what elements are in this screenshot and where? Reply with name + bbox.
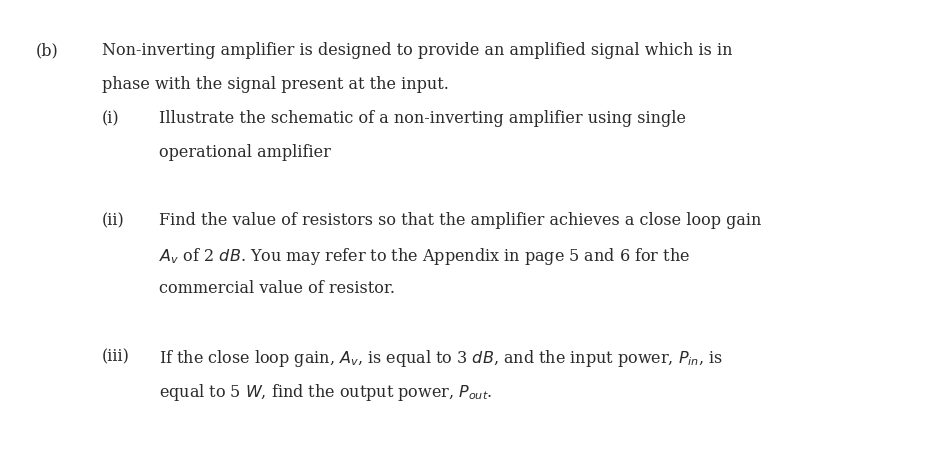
Text: equal to 5 $\mathit{W}$, find the output power, $P_{out}$.: equal to 5 $\mathit{W}$, find the output… — [159, 382, 492, 403]
Text: Non-inverting amplifier is designed to provide an amplified signal which is in: Non-inverting amplifier is designed to p… — [102, 42, 732, 59]
Text: (b): (b) — [36, 42, 59, 59]
Text: (ii): (ii) — [102, 212, 125, 229]
Text: (i): (i) — [102, 110, 120, 127]
Text: If the close loop gain, $A_v$, is equal to 3 $\mathit{dB}$, and the input power,: If the close loop gain, $A_v$, is equal … — [159, 348, 722, 369]
Text: commercial value of resistor.: commercial value of resistor. — [159, 280, 395, 297]
Text: Find the value of resistors so that the amplifier achieves a close loop gain: Find the value of resistors so that the … — [159, 212, 760, 229]
Text: phase with the signal present at the input.: phase with the signal present at the inp… — [102, 76, 448, 93]
Text: operational amplifier: operational amplifier — [159, 144, 330, 161]
Text: $A_v$ of 2 $\mathit{dB}$. You may refer to the Appendix in page 5 and 6 for the: $A_v$ of 2 $\mathit{dB}$. You may refer … — [159, 246, 689, 267]
Text: Illustrate the schematic of a non-inverting amplifier using single: Illustrate the schematic of a non-invert… — [159, 110, 685, 127]
Text: (iii): (iii) — [102, 348, 129, 365]
